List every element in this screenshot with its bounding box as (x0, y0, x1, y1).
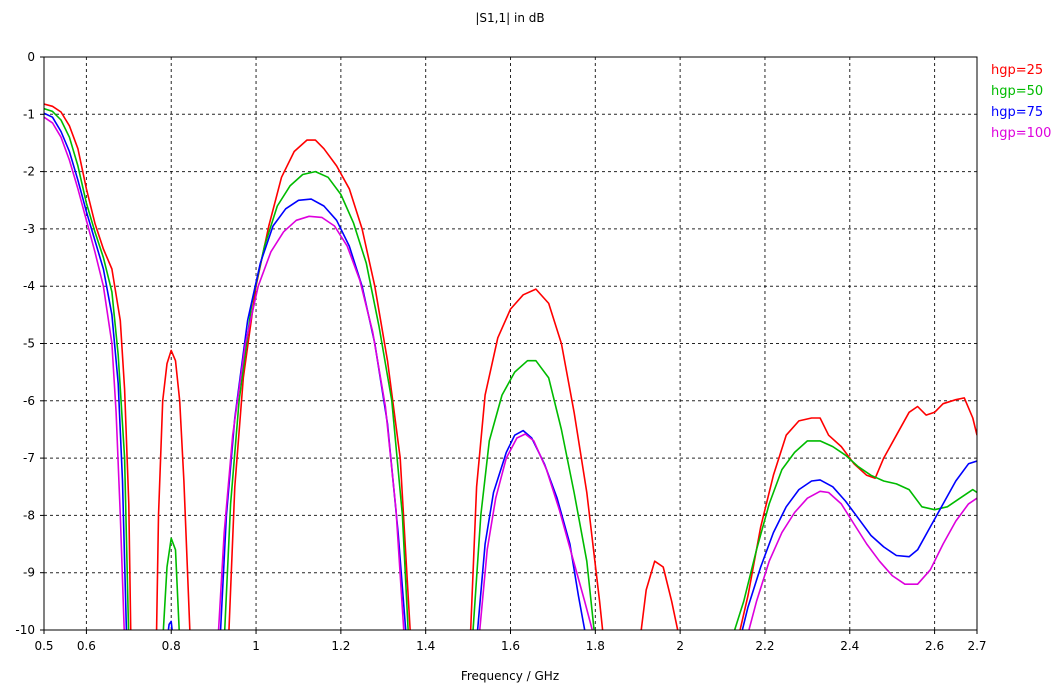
y-tick-label: -3 (23, 222, 35, 236)
y-tick-label: -4 (23, 279, 35, 293)
legend-entry: hgp=100 (991, 126, 1051, 141)
y-axis: 0 -1 -2 -3 -4 -5 -6 -7 -8 -9 -10 (15, 50, 44, 637)
legend-entry: hgp=75 (991, 105, 1043, 120)
series-line-hgp-25 (44, 103, 977, 630)
x-tick-label: 0.6 (77, 639, 96, 653)
x-axis: 0.5 0.6 0.8 1 1.2 1.4 1.6 1.8 2 2.2 2.4 2.6 2.7 (34, 630, 987, 653)
y-tick-label: -9 (23, 566, 35, 580)
x-tick-label: 1 (252, 639, 260, 653)
y-tick-label: -1 (23, 107, 35, 121)
chart-title: |S1,1| in dB (475, 11, 544, 25)
legend-entry: hgp=25 (991, 63, 1043, 78)
x-tick-label: 2.2 (755, 639, 774, 653)
y-tick-label: -7 (23, 451, 35, 465)
y-tick-label: -8 (23, 508, 35, 522)
x-tick-label: 1.2 (331, 639, 350, 653)
legend: hgp=25 hgp=50 hgp=75 hgp=100 (991, 63, 1051, 141)
x-tick-label: 0.8 (162, 639, 181, 653)
x-tick-label: 2.7 (967, 639, 986, 653)
y-tick-label: -2 (23, 165, 35, 179)
y-tick-label: 0 (27, 50, 35, 64)
legend-entry: hgp=50 (991, 84, 1043, 99)
x-tick-label: 0.5 (34, 639, 53, 653)
x-tick-label: 2 (676, 639, 684, 653)
x-tick-label: 1.6 (501, 639, 520, 653)
y-tick-label: -10 (15, 623, 35, 637)
series-line-hgp-75 (44, 112, 977, 630)
series-line-hgp-50 (44, 107, 977, 630)
plot-area (44, 103, 977, 630)
y-tick-label: -6 (23, 394, 35, 408)
x-tick-label: 2.6 (925, 639, 944, 653)
x-tick-label: 1.4 (416, 639, 435, 653)
x-axis-title: Frequency / GHz (461, 669, 559, 683)
grid-layer (44, 57, 977, 630)
x-tick-label: 2.4 (840, 639, 859, 653)
y-tick-label: -5 (23, 337, 35, 351)
series-line-hgp-100 (44, 116, 977, 630)
x-tick-label: 1.8 (586, 639, 605, 653)
